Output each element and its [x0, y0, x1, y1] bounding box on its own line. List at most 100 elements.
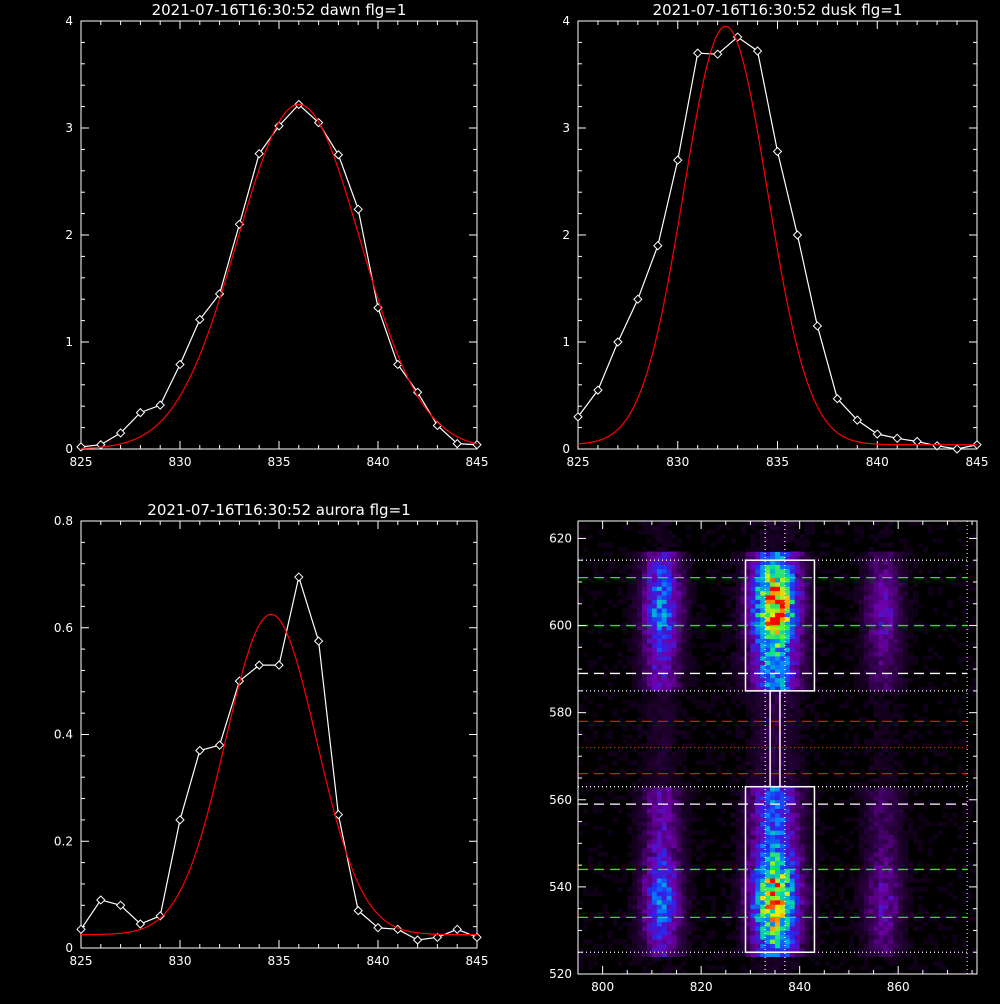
- heatmap-cell: [691, 774, 696, 779]
- heatmap-cell: [642, 795, 647, 800]
- heatmap-cell: [677, 795, 682, 800]
- heatmap-cell: [790, 765, 795, 770]
- heatmap-cell: [657, 612, 662, 617]
- heatmap-cell: [918, 887, 923, 892]
- heatmap-cell: [834, 569, 839, 574]
- heatmap-cell: [681, 930, 686, 935]
- heatmap-cell: [770, 752, 775, 757]
- heatmap-cell: [898, 595, 903, 600]
- heatmap-cell: [903, 852, 908, 857]
- heatmap-cell: [888, 560, 893, 565]
- heatmap-cell: [933, 835, 938, 840]
- heatmap-cell: [706, 957, 711, 962]
- heatmap-cell: [770, 730, 775, 735]
- heatmap-cell: [795, 917, 800, 922]
- heatmap-cell: [642, 817, 647, 822]
- heatmap-cell: [878, 569, 883, 574]
- heatmap-cell: [878, 595, 883, 600]
- heatmap-cell: [829, 922, 834, 927]
- heatmap-cell: [795, 874, 800, 879]
- heatmap-cell: [696, 926, 701, 931]
- heatmap-cell: [691, 595, 696, 600]
- heatmap-cell: [612, 565, 617, 570]
- heatmap-cell: [652, 695, 657, 700]
- heatmap-cell: [627, 656, 632, 661]
- heatmap-cell: [785, 822, 790, 827]
- heatmap-cell: [617, 756, 622, 761]
- heatmap-cell: [957, 835, 962, 840]
- heatmap-cell: [657, 848, 662, 853]
- heatmap-cell: [874, 708, 879, 713]
- heatmap-cell: [765, 839, 770, 844]
- heatmap-cell: [800, 721, 805, 726]
- heatmap-cell: [869, 765, 874, 770]
- heatmap-cell: [750, 965, 755, 970]
- heatmap-cell: [706, 643, 711, 648]
- heatmap-cell: [849, 917, 854, 922]
- heatmap-cell: [588, 891, 593, 896]
- heatmap-cell: [805, 660, 810, 665]
- heatmap-cell: [627, 578, 632, 583]
- heatmap-cell: [874, 848, 879, 853]
- heatmap-cell: [913, 560, 918, 565]
- heatmap-cell: [672, 752, 677, 757]
- heatmap-cell: [672, 930, 677, 935]
- heatmap-cell: [652, 765, 657, 770]
- heatmap-cell: [681, 944, 686, 949]
- heatmap-cell: [928, 848, 933, 853]
- heatmap-cell: [928, 852, 933, 857]
- heatmap-cell: [893, 852, 898, 857]
- heatmap-cell: [883, 861, 888, 866]
- heatmap-cell: [893, 669, 898, 674]
- heatmap-cell: [578, 704, 583, 709]
- heatmap-cell: [913, 869, 918, 874]
- heatmap-cell: [834, 591, 839, 596]
- heatmap-cell: [672, 944, 677, 949]
- heatmap-cell: [864, 752, 869, 757]
- heatmap-cell: [672, 713, 677, 718]
- heatmap-cell: [943, 730, 948, 735]
- heatmap-cell: [681, 813, 686, 818]
- heatmap-cell: [647, 743, 652, 748]
- heatmap-cell: [869, 586, 874, 591]
- heatmap-cell: [780, 682, 785, 687]
- heatmap-cell: [642, 591, 647, 596]
- heatmap-cell: [755, 713, 760, 718]
- heatmap-cell: [874, 756, 879, 761]
- heatmap-cell: [903, 652, 908, 657]
- heatmap-cell: [632, 926, 637, 931]
- heatmap-cell: [874, 761, 879, 766]
- heatmap-cell: [731, 538, 736, 543]
- heatmap-cell: [667, 748, 672, 753]
- heatmap-cell: [657, 599, 662, 604]
- heatmap-cell: [795, 822, 800, 827]
- heatmap-cell: [814, 822, 819, 827]
- heatmap-cell: [686, 791, 691, 796]
- heatmap-cell: [711, 935, 716, 940]
- heatmap-cell: [691, 656, 696, 661]
- heatmap-cell: [691, 556, 696, 561]
- heatmap-cell: [637, 669, 642, 674]
- heatmap-cell: [770, 739, 775, 744]
- heatmap-cell: [814, 591, 819, 596]
- heatmap-cell: [686, 808, 691, 813]
- heatmap-cell: [662, 695, 667, 700]
- heatmap-cell: [952, 813, 957, 818]
- heatmap-cell: [657, 904, 662, 909]
- heatmap-cell: [681, 861, 686, 866]
- heatmap-cell: [888, 774, 893, 779]
- heatmap-cell: [647, 599, 652, 604]
- heatmap-cell: [805, 808, 810, 813]
- heatmap-cell: [652, 608, 657, 613]
- heatmap-cell: [622, 734, 627, 739]
- heatmap-cell: [893, 952, 898, 957]
- heatmap-cell: [672, 560, 677, 565]
- heatmap-cell: [883, 630, 888, 635]
- heatmap-cell: [755, 883, 760, 888]
- heatmap-cell: [677, 560, 682, 565]
- heatmap-cell: [829, 586, 834, 591]
- heatmap-cell: [869, 726, 874, 731]
- heatmap-cell: [903, 909, 908, 914]
- heatmap-cell: [893, 643, 898, 648]
- heatmap-cell: [888, 835, 893, 840]
